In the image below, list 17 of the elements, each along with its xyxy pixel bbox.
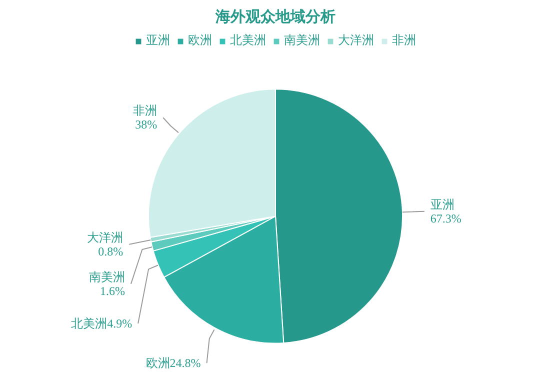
- category-label: 北美洲4.9%: [71, 316, 132, 330]
- data-label: 67.3%: [430, 211, 462, 226]
- legend-label: 非洲: [392, 32, 416, 49]
- slice-label: 非洲: [133, 104, 158, 118]
- slice-label: 亚洲: [430, 197, 454, 212]
- data-label: 0.8%: [98, 244, 124, 258]
- chart-title: 海外观众地域分析: [214, 8, 336, 26]
- legend-label: 大洋洲: [338, 32, 374, 49]
- data-label: 38%: [135, 118, 158, 132]
- slice-label: 南美洲: [88, 270, 125, 284]
- legend-label: 欧洲: [188, 32, 212, 49]
- slice-label: 大洋洲: [87, 230, 124, 244]
- legend-label: 南美洲: [284, 32, 320, 49]
- legend-label: 北美洲: [230, 32, 266, 49]
- data-label: 1.6%: [100, 284, 125, 298]
- legend-label: 亚洲: [146, 32, 170, 49]
- category-label: 欧洲24.8%: [146, 356, 201, 370]
